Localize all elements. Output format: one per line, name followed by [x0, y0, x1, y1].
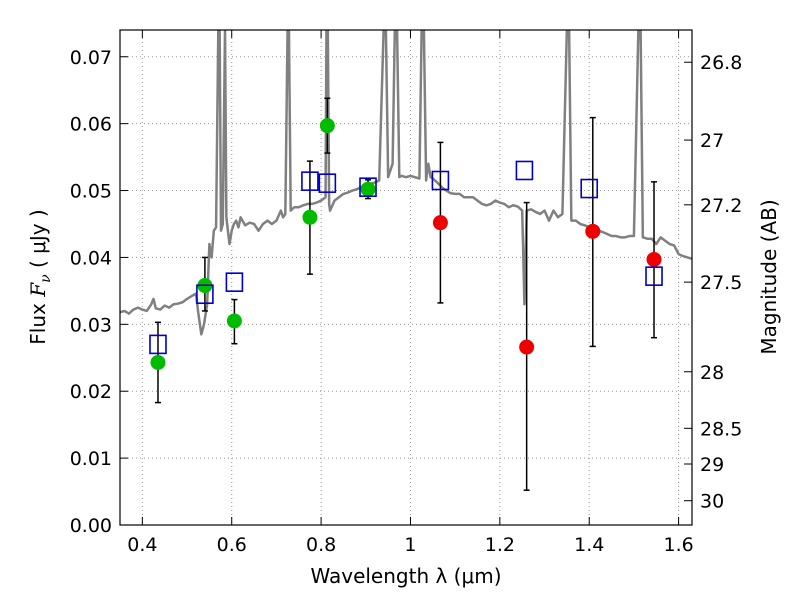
x-axis-ticks: 0.4 0.6 0.8 1 1.2 1.4 1.6	[127, 30, 694, 556]
sed-curve	[120, 30, 692, 336]
right-magnitude-axis-ticks: 26.8 27 27.2 27.5 28 28.5 29 30	[684, 52, 742, 513]
model-square-marker	[359, 177, 377, 197]
mag-tick-label: 27.5	[700, 272, 742, 294]
y-axis-ticks: 0.00 0.01 0.02 0.03 0.04 0.05 0.06 0.07	[70, 47, 128, 537]
right-axis-label: Magnitude (AB)	[757, 199, 781, 354]
x-axis-label: Wavelength λ (μm)	[310, 564, 501, 588]
plot-area	[119, 29, 693, 526]
red-data-point	[646, 251, 662, 267]
model-square-marker	[318, 173, 337, 193]
model-square-marker	[645, 266, 663, 286]
y-tick-label: 0.00	[70, 515, 112, 537]
plot-frame	[119, 29, 693, 526]
x-tick-label: 0.8	[306, 534, 336, 556]
green-data-point	[226, 313, 242, 329]
y-tick-label: 0.06	[70, 114, 112, 136]
model-square-marker	[196, 284, 214, 305]
y-axis-label-prefix: Flux	[26, 297, 50, 345]
model-squares	[149, 160, 663, 355]
x-tick-label: 1.4	[574, 534, 604, 556]
observed-points	[150, 118, 662, 370]
green-data-point	[319, 118, 335, 134]
model-square-marker	[149, 334, 167, 355]
mag-tick-label: 29	[700, 454, 724, 476]
model-square-marker	[580, 178, 599, 199]
mag-tick-label: 27.2	[700, 195, 742, 217]
model-square-marker	[515, 160, 534, 181]
green-data-point	[150, 354, 166, 370]
x-tick-label: 1	[404, 534, 416, 556]
y-tick-label: 0.01	[70, 448, 112, 470]
y-axis-label-unit: ( μJy )	[26, 209, 50, 274]
y-axis-label-subscript: ν	[38, 274, 54, 283]
green-data-point	[302, 209, 318, 225]
plot-background	[120, 30, 692, 525]
mag-tick-label: 28	[700, 362, 724, 384]
mag-tick-label: 30	[700, 491, 724, 513]
x-tick-label: 1.2	[485, 534, 515, 556]
red-data-point	[519, 339, 535, 355]
green-data-point	[360, 181, 376, 197]
y-tick-label: 0.02	[70, 381, 112, 403]
y-tick-label: 0.07	[70, 47, 112, 69]
mag-tick-label: 26.8	[700, 52, 742, 74]
red-data-point	[585, 223, 601, 239]
sed-curve-layer	[120, 30, 692, 336]
red-data-point	[432, 215, 448, 231]
x-tick-label: 1.6	[663, 534, 693, 556]
x-tick-label: 0.6	[217, 534, 247, 556]
model-square-marker	[301, 171, 319, 191]
model-square-marker	[431, 170, 450, 191]
mag-tick-label: 28.5	[700, 418, 742, 440]
mag-tick-label: 27	[700, 130, 724, 152]
y-axis-label-symbol: F	[26, 282, 50, 298]
x-tick-label: 0.4	[127, 534, 157, 556]
y-tick-label: 0.05	[70, 181, 112, 203]
y-axis-label: Flux Fν ( μJy )	[26, 209, 54, 344]
y-tick-label: 0.04	[70, 247, 112, 269]
y-tick-label: 0.03	[70, 314, 112, 336]
model-square-marker	[225, 272, 244, 292]
